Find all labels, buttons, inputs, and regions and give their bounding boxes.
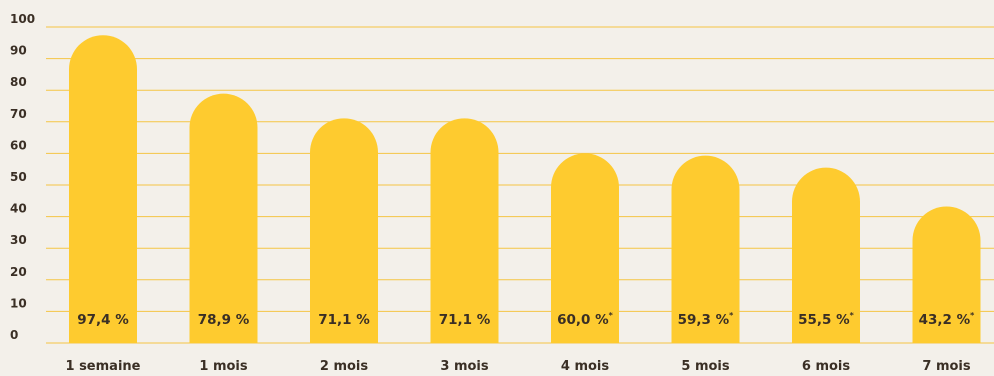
y-tick-label: 40 (10, 202, 27, 216)
y-tick-label: 80 (10, 75, 27, 89)
x-tick-label: 4 mois (561, 359, 610, 374)
y-tick-label: 100 (10, 12, 35, 26)
data-label: 71,1 % (439, 312, 491, 328)
bar-6-mois (792, 167, 860, 343)
bar-1-semaine (69, 35, 137, 344)
y-tick-label: 50 (10, 170, 27, 184)
data-label: 78,9 % (198, 312, 250, 328)
x-tick-label: 6 mois (802, 359, 851, 374)
data-label: 59,3 %* (678, 311, 735, 328)
x-tick-label: 3 mois (440, 359, 489, 374)
x-tick-label: 7 mois (922, 359, 971, 374)
y-tick-label: 10 (10, 296, 27, 310)
bar-7-mois (912, 206, 981, 343)
y-tick-label: 20 (10, 265, 27, 279)
bar-2-mois (310, 118, 378, 343)
bar-1-mois (189, 93, 258, 344)
data-label: 60,0 %* (557, 311, 614, 328)
x-tick-label: 1 semaine (66, 359, 141, 374)
y-axis: 0 10 20 30 40 50 60 70 80 90 100 (10, 12, 35, 342)
y-tick-label: 70 (10, 107, 27, 121)
x-tick-label: 5 mois (681, 359, 730, 374)
bar-4-mois (551, 153, 619, 343)
bar-3-mois (430, 118, 499, 343)
y-tick-label: 30 (10, 233, 27, 247)
x-tick-label: 1 mois (199, 359, 248, 374)
data-label: 43,2 %* (919, 311, 976, 328)
x-axis: 1 semaine 1 mois 2 mois 3 mois 4 mois 5 mois 6… (66, 359, 971, 374)
bars (69, 35, 981, 344)
bar-5-mois (671, 155, 740, 343)
data-label: 97,4 % (77, 312, 129, 328)
data-labels: 97,4 % 78,9 % 71,1 % 71,1 % 60,0 %* 59,3 %* 55… (77, 311, 975, 328)
x-tick-label: 2 mois (320, 359, 369, 374)
data-label: 71,1 % (318, 312, 370, 328)
y-tick-label: 60 (10, 138, 27, 152)
data-label: 55,5 %* (798, 311, 855, 328)
y-tick-label: 0 (10, 328, 18, 342)
y-tick-label: 90 (10, 44, 27, 58)
